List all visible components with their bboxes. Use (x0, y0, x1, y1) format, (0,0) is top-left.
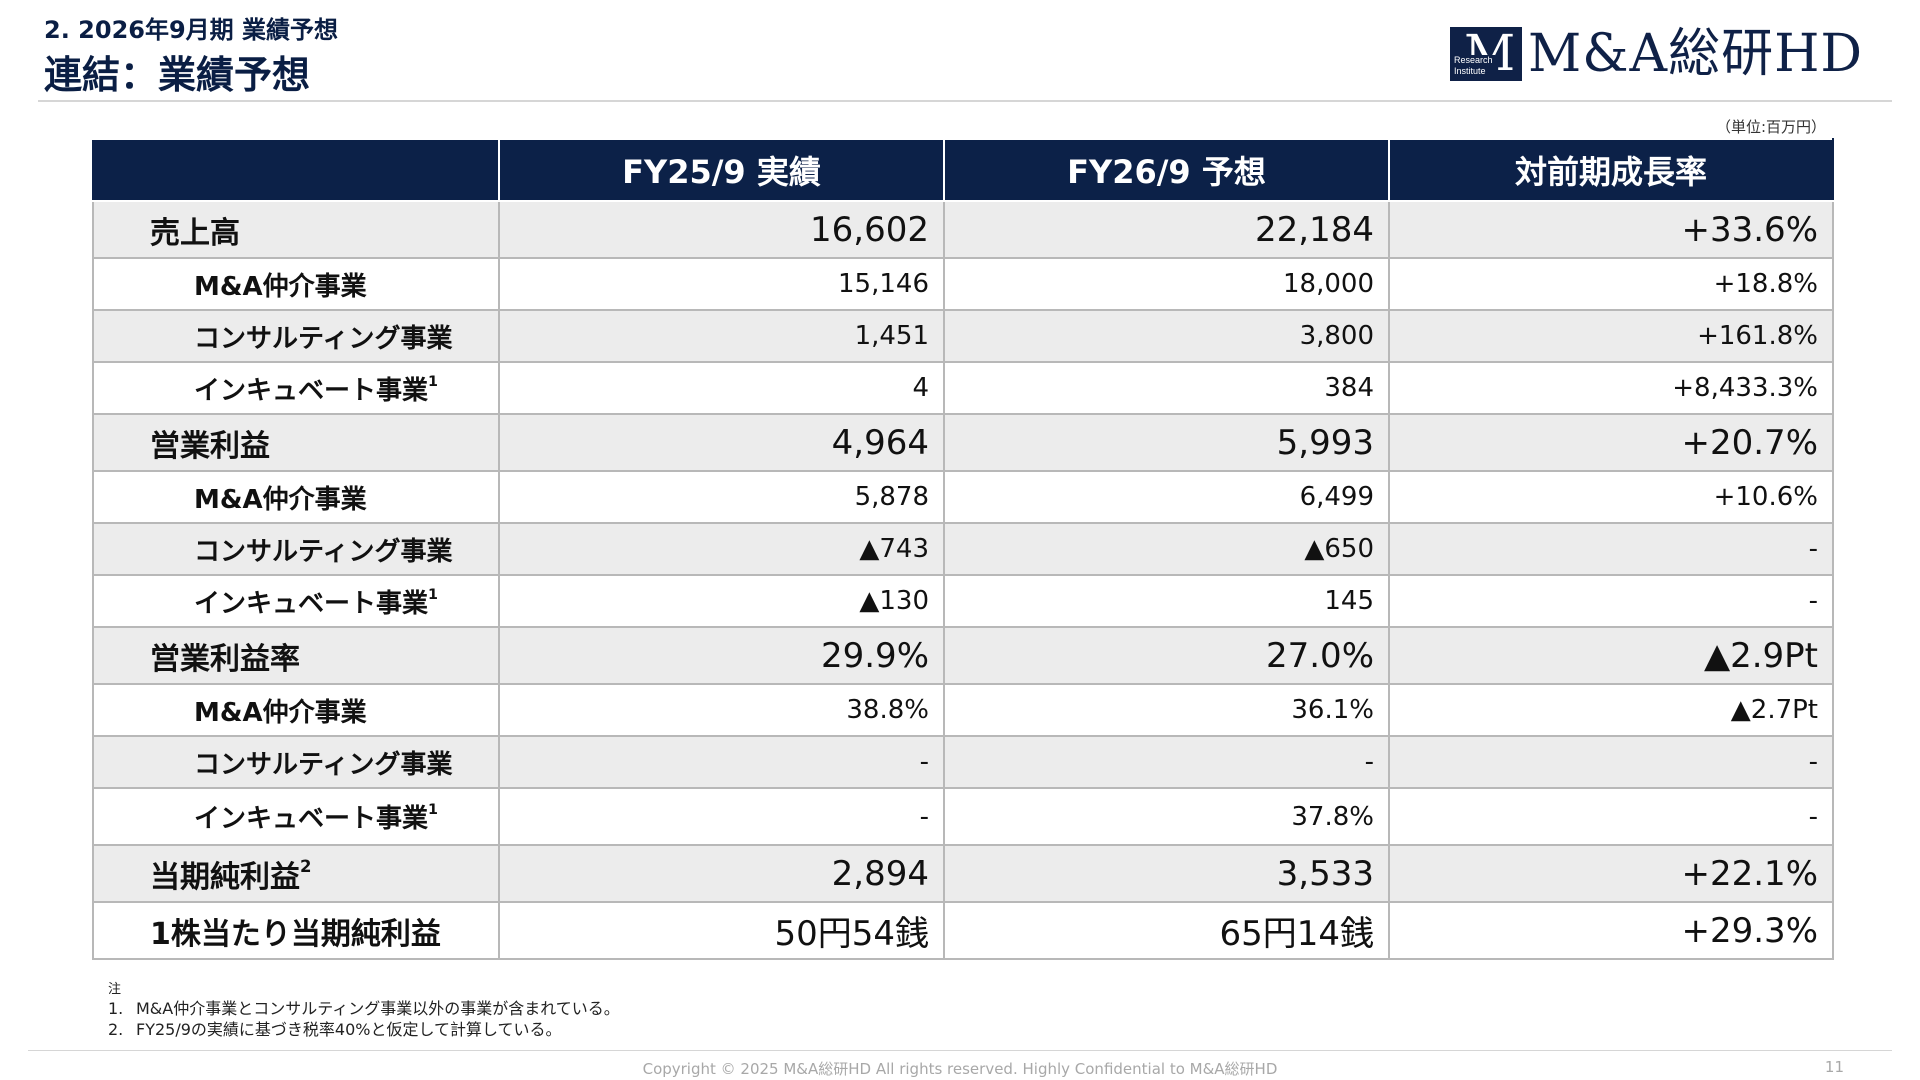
header-cell-label (92, 138, 500, 202)
row-label: 1株当たり当期純利益 (92, 901, 500, 960)
fy25-value: 50円54銭 (498, 901, 945, 960)
footnotes: 注 1. M&A仲介事業とコンサルティング事業以外の事業が含まれている。 2. … (108, 982, 620, 1040)
row-label: M&A仲介事業 (92, 470, 500, 524)
fy26-value: 65円14銭 (943, 901, 1390, 960)
growth-value: - (1388, 735, 1834, 789)
fy26-value: 18,000 (943, 257, 1390, 311)
footer-divider (28, 1050, 1892, 1051)
row-label: 営業利益 (92, 413, 500, 472)
page-title: 連結：業績予想 (44, 53, 311, 97)
table-row: 当期純利益2 2,894 3,533 +22.1% (92, 844, 1834, 903)
row-label: コンサルティング事業 (92, 309, 500, 363)
row-label: M&A仲介事業 (92, 683, 500, 737)
fy26-value: 3,800 (943, 309, 1390, 363)
copyright-text: Copyright © 2025 M&A総研HD All rights rese… (642, 1060, 1278, 1078)
fy26-value: 384 (943, 361, 1390, 415)
fy25-value: 2,894 (498, 844, 945, 903)
row-label: コンサルティング事業 (92, 735, 500, 789)
footnote-item: 1. M&A仲介事業とコンサルティング事業以外の事業が含まれている。 (108, 998, 620, 1019)
table-row: 売上高 16,602 22,184 +33.6% (92, 200, 1834, 259)
footnote-number: 1. (108, 999, 124, 1018)
row-label: インキュベート事業1 (92, 574, 500, 628)
fy25-value: - (498, 735, 945, 789)
table-row: M&A仲介事業 5,878 6,499 +10.6% (92, 470, 1834, 524)
footnotes-heading: 注 (108, 982, 122, 997)
growth-value: +18.8% (1388, 257, 1834, 311)
table-row: M&A仲介事業 15,146 18,000 +18.8% (92, 257, 1834, 311)
growth-value: +20.7% (1388, 413, 1834, 472)
footnote-item: 2. FY25/9の実績に基づき税率40%と仮定して計算している。 (108, 1019, 620, 1040)
row-label: 営業利益率 (92, 626, 500, 685)
header-cell-fy25: FY25/9 実績 (498, 138, 945, 202)
fy26-value: 36.1% (943, 683, 1390, 737)
table-row: 1株当たり当期純利益 50円54銭 65円14銭 +29.3% (92, 901, 1834, 960)
forecast-table: FY25/9 実績 FY26/9 予想 対前期成長率 売上高 16,602 22… (92, 138, 1834, 960)
table-row: コンサルティング事業 ▲743 ▲650 - (92, 522, 1834, 576)
table-row: M&A仲介事業 38.8% 36.1% ▲2.7Pt (92, 683, 1834, 737)
unit-note: （単位:百万円） (1715, 118, 1826, 136)
table-row: コンサルティング事業 - - - (92, 735, 1834, 789)
growth-value: - (1388, 787, 1834, 846)
table-row: インキュベート事業1 - 37.8% - (92, 787, 1834, 846)
row-label: M&A仲介事業 (92, 257, 500, 311)
table-row: インキュベート事業1 4 384 +8,433.3% (92, 361, 1834, 415)
row-label: インキュベート事業1 (92, 361, 500, 415)
table-row: 営業利益率 29.9% 27.0% ▲2.9Pt (92, 626, 1834, 685)
fy26-value: 22,184 (943, 200, 1390, 259)
logo-text: M&A総研HD (1528, 24, 1864, 84)
footnote-text: FY25/9の実績に基づき税率40%と仮定して計算している。 (136, 1020, 562, 1039)
fy26-value: 5,993 (943, 413, 1390, 472)
growth-value: - (1388, 522, 1834, 576)
footnote-number: 2. (108, 1020, 124, 1039)
row-label: 売上高 (92, 200, 500, 259)
fy25-value: 1,451 (498, 309, 945, 363)
logo-mark-subtext: Research Institute (1452, 55, 1495, 77)
growth-value: +161.8% (1388, 309, 1834, 363)
fy25-value: ▲743 (498, 522, 945, 576)
growth-value: +33.6% (1388, 200, 1834, 259)
growth-value: +10.6% (1388, 470, 1834, 524)
row-label: 当期純利益2 (92, 844, 500, 903)
fy25-value: 5,878 (498, 470, 945, 524)
growth-value: +8,433.3% (1388, 361, 1834, 415)
growth-value: +22.1% (1388, 844, 1834, 903)
fy25-value: 29.9% (498, 626, 945, 685)
fy25-value: - (498, 787, 945, 846)
table-row: インキュベート事業1 ▲130 145 - (92, 574, 1834, 628)
fy25-value: 16,602 (498, 200, 945, 259)
fy26-value: 27.0% (943, 626, 1390, 685)
growth-value: ▲2.7Pt (1388, 683, 1834, 737)
growth-value: ▲2.9Pt (1388, 626, 1834, 685)
header-cell-fy26: FY26/9 予想 (943, 138, 1390, 202)
table-row: 営業利益 4,964 5,993 +20.7% (92, 413, 1834, 472)
header-cell-growth: 対前期成長率 (1388, 138, 1834, 202)
page-number: 11 (1824, 1058, 1844, 1076)
fy26-value: ▲650 (943, 522, 1390, 576)
growth-value: +29.3% (1388, 901, 1834, 960)
fy26-value: - (943, 735, 1390, 789)
row-label: インキュベート事業1 (92, 787, 500, 846)
fy26-value: 3,533 (943, 844, 1390, 903)
fy25-value: 38.8% (498, 683, 945, 737)
title-divider (38, 100, 1892, 102)
fy25-value: 4,964 (498, 413, 945, 472)
footnote-text: M&A仲介事業とコンサルティング事業以外の事業が含まれている。 (136, 999, 620, 1018)
growth-value: - (1388, 574, 1834, 628)
company-logo: M Research Institute M&A総研HD (1450, 24, 1863, 84)
fy25-value: 15,146 (498, 257, 945, 311)
row-label: コンサルティング事業 (92, 522, 500, 576)
fy26-value: 37.8% (943, 787, 1390, 846)
fy25-value: 4 (498, 361, 945, 415)
logo-mark-icon: M Research Institute (1450, 27, 1522, 81)
table-header-row: FY25/9 実績 FY26/9 予想 対前期成長率 (92, 138, 1834, 202)
fy26-value: 145 (943, 574, 1390, 628)
section-label: 2. 2026年9月期 業績予想 (44, 16, 339, 44)
fy26-value: 6,499 (943, 470, 1390, 524)
table-row: コンサルティング事業 1,451 3,800 +161.8% (92, 309, 1834, 363)
fy25-value: ▲130 (498, 574, 945, 628)
